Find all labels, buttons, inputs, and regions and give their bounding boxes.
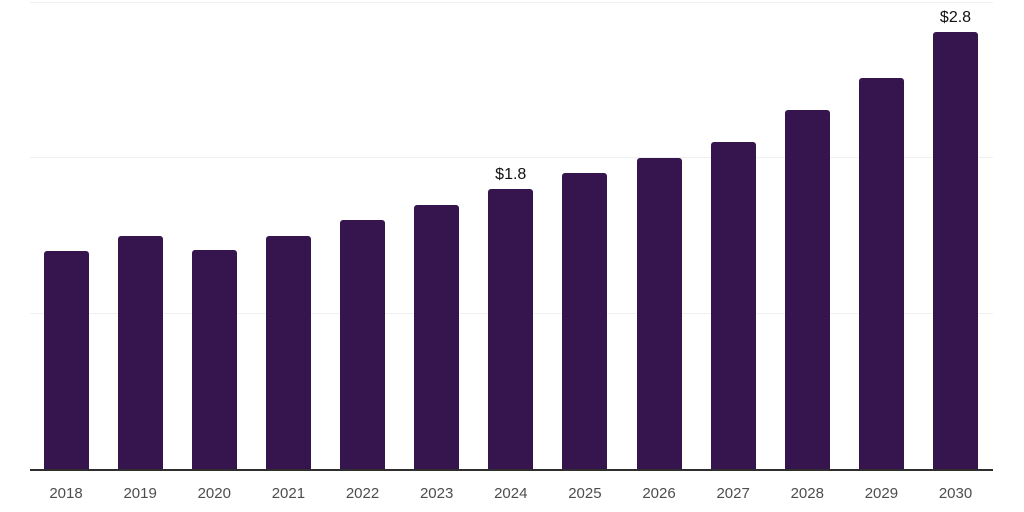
x-axis-label-2028: 2028 bbox=[790, 485, 824, 502]
bar-2028 bbox=[784, 109, 830, 470]
x-axis-line bbox=[30, 468, 993, 471]
x-axis-label-2030: 2030 bbox=[938, 485, 973, 502]
bar-2026 bbox=[636, 157, 682, 470]
bar-2022 bbox=[340, 220, 385, 470]
bar-value-label-2024: $1.8 bbox=[495, 166, 527, 183]
x-axis-label-2020: 2020 bbox=[197, 485, 231, 502]
x-axis-label-2021: 2021 bbox=[271, 485, 306, 502]
bar-2027 bbox=[710, 142, 756, 470]
bar-2030 bbox=[933, 31, 978, 470]
x-axis-label-2027: 2027 bbox=[716, 485, 750, 502]
x-axis-label-2026: 2026 bbox=[642, 485, 676, 502]
bar-2024 bbox=[488, 189, 534, 470]
x-axis-label-2022: 2022 bbox=[345, 485, 380, 502]
x-axis-label-2018: 2018 bbox=[49, 485, 83, 502]
x-axis-label-2029: 2029 bbox=[864, 485, 899, 502]
x-axis-label-2023: 2023 bbox=[419, 485, 454, 502]
bar-2025 bbox=[562, 173, 608, 470]
bar-2018 bbox=[43, 251, 89, 470]
x-axis-label-2024: 2024 bbox=[494, 485, 528, 502]
gridline bbox=[30, 157, 993, 159]
bar-2020 bbox=[191, 249, 237, 470]
bar-value-label-2030: $2.8 bbox=[939, 8, 972, 26]
bar-2019 bbox=[117, 235, 163, 470]
x-axis-label-2019: 2019 bbox=[123, 485, 157, 502]
x-axis-label-2025: 2025 bbox=[568, 485, 602, 502]
bar-2023 bbox=[414, 204, 460, 470]
bar-2021 bbox=[265, 235, 311, 470]
gridline bbox=[30, 1, 993, 3]
bar-2029 bbox=[858, 78, 904, 470]
